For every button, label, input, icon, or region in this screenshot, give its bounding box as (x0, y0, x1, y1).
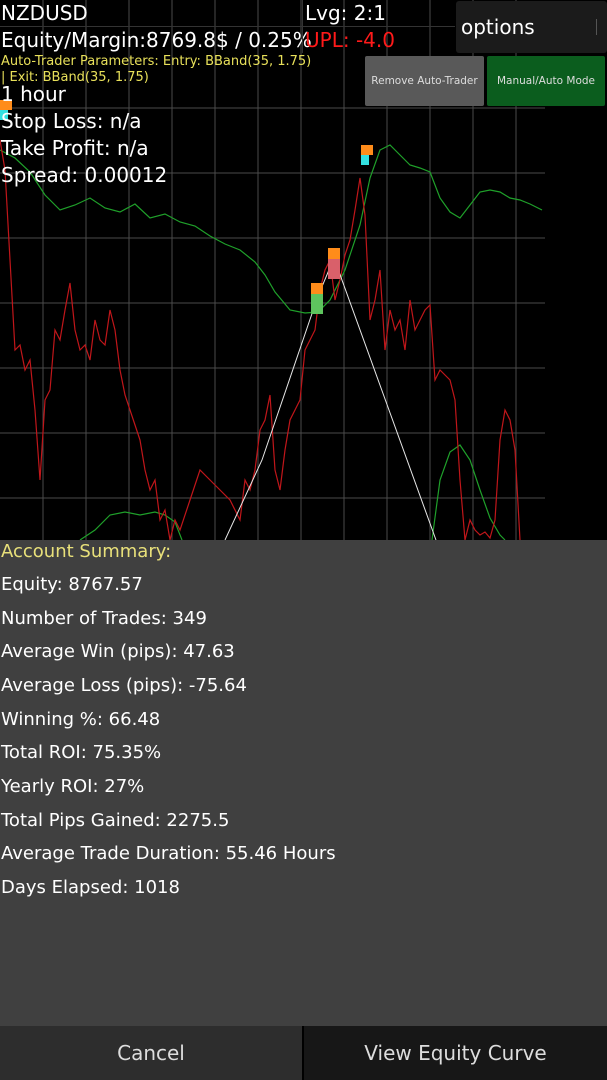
params-line-1: Auto-Trader Parameters: Entry: BBand(35,… (1, 54, 312, 69)
trade-marker-loss (328, 259, 340, 279)
remove-auto-trader-button[interactable]: Remove Auto-Trader (365, 56, 484, 106)
summary-yearly-roi: Yearly ROI: 27% (1, 776, 145, 797)
account-summary-title: Account Summary: (1, 541, 172, 562)
summary-total-pips: Total Pips Gained: 2275.5 (1, 810, 230, 831)
account-summary-panel: Account Summary: Equity: 8767.57 Number … (0, 540, 607, 1026)
trade-marker-entry (0, 100, 12, 110)
spread-label: Spread: 0.00012 (1, 163, 168, 187)
summary-total-roi: Total ROI: 75.35% (1, 742, 162, 763)
dialog-footer: Cancel View Equity Curve (0, 1026, 607, 1080)
take-profit-label: Take Profit: n/a (1, 136, 149, 160)
symbol-label: NZDUSD (1, 1, 88, 25)
trade-marker-entry (328, 248, 340, 259)
equity-margin-label: Equity/Margin:8769.8$ / 0.25% (1, 28, 312, 52)
manual-auto-mode-button[interactable]: Manual/Auto Mode (487, 56, 605, 106)
summary-average-duration: Average Trade Duration: 55.46 Hours (1, 843, 336, 864)
stop-loss-label: Stop Loss: n/a (1, 109, 142, 133)
trade-marker-exit (361, 155, 369, 165)
trade-marker-entry (311, 283, 323, 294)
summary-average-win: Average Win (pips): 47.63 (1, 641, 235, 662)
price-chart[interactable]: NZDUSD Lvg: 2:1 Equity/Margin:8769.8$ / … (0, 0, 607, 540)
trade-marker-exit (0, 110, 8, 120)
trade-marker-entry (361, 145, 373, 155)
view-equity-curve-button[interactable]: View Equity Curve (304, 1026, 607, 1080)
timeframe-label: 1 hour (1, 82, 66, 106)
lower-band-line (79, 511, 183, 540)
options-edge-icon (596, 19, 607, 35)
summary-days-elapsed: Days Elapsed: 1018 (1, 877, 180, 898)
auto-trader-params: Auto-Trader Parameters: Entry: BBand(35,… (1, 54, 311, 86)
summary-equity: Equity: 8767.57 (1, 574, 143, 595)
summary-average-loss: Average Loss (pips): -75.64 (1, 675, 247, 696)
leverage-label: Lvg: 2:1 (305, 1, 386, 25)
upl-label: UPL: -4.0 (305, 28, 395, 52)
price-line (0, 139, 521, 540)
header-row-divider (0, 26, 455, 27)
cancel-button[interactable]: Cancel (0, 1026, 302, 1080)
lower-band-line-2 (431, 444, 506, 540)
trade-marker-profit (311, 294, 323, 314)
summary-winning-percent: Winning %: 66.48 (1, 709, 161, 730)
summary-number-of-trades: Number of Trades: 349 (1, 608, 207, 629)
params-line-2: | Exit: BBand(35, 1.75) (1, 70, 149, 85)
options-label: options (461, 15, 535, 39)
options-button[interactable]: options (456, 1, 607, 53)
